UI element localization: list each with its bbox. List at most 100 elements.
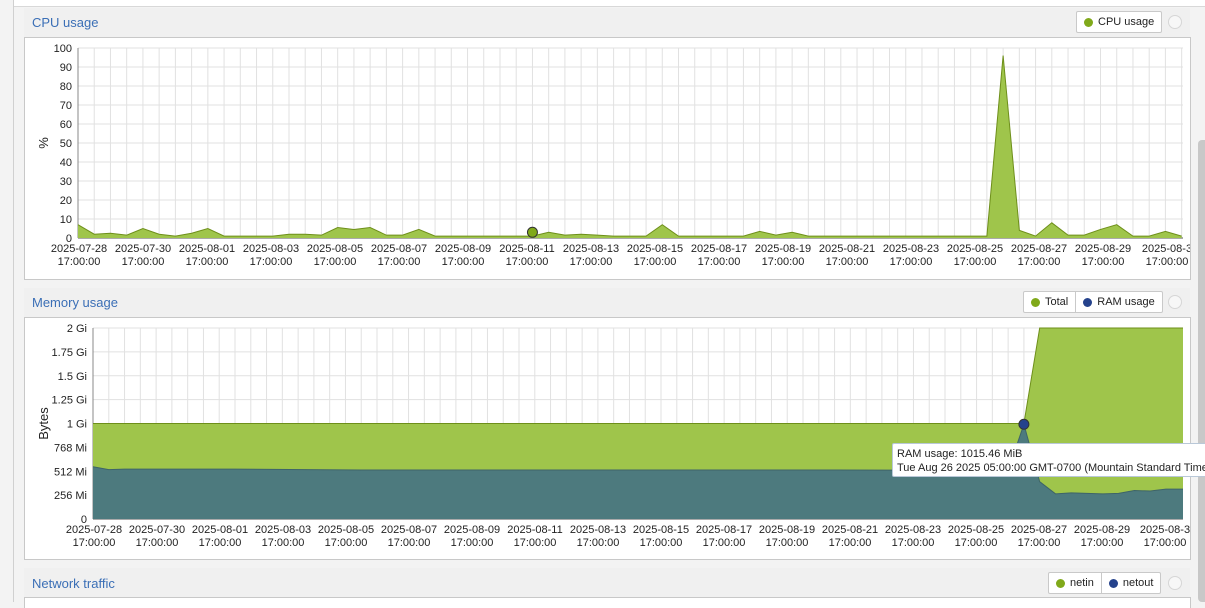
x-tick-label-date: 2025-08-19 [759, 524, 815, 536]
memory-legend: Total RAM usage [1023, 291, 1163, 313]
x-tick-label-time: 17:00:00 [577, 537, 620, 549]
x-tick-label-time: 17:00:00 [314, 256, 357, 268]
x-tick-label-time: 17:00:00 [451, 537, 494, 549]
x-tick-label-date: 2025-08-09 [444, 524, 500, 536]
x-tick-label-time: 17:00:00 [1082, 256, 1125, 268]
y-tick-label: 0 [66, 233, 72, 245]
chart-tooltip: RAM usage: 1015.46 MiB Tue Aug 26 2025 0… [892, 443, 1205, 477]
x-tick-label-time: 17:00:00 [954, 256, 997, 268]
x-tick-label-time: 17:00:00 [762, 256, 805, 268]
x-tick-label-date: 2025-08-11 [507, 524, 562, 536]
x-tick-label-date: 2025-08-05 [318, 524, 374, 536]
y-axis-label: % [36, 137, 51, 149]
x-tick-label-date: 2025-08-11 [499, 243, 554, 255]
x-tick-label-date: 2025-08-3 [1142, 243, 1190, 255]
x-tick-label-time: 17:00:00 [514, 537, 557, 549]
y-tick-label: 80 [60, 81, 72, 93]
x-tick-label-date: 2025-08-03 [243, 243, 299, 255]
x-tick-label-time: 17:00:00 [506, 256, 549, 268]
cpu-chart: 01020304050607080901002025-07-2817:00:00… [36, 43, 1190, 268]
x-tick-label-time: 17:00:00 [829, 537, 872, 549]
network-legend: netin netout [1048, 572, 1162, 594]
legend-label: netin [1070, 577, 1094, 589]
x-tick-label-time: 17:00:00 [122, 256, 165, 268]
hover-marker-point [526, 226, 538, 238]
x-tick-label-date: 2025-08-25 [948, 524, 1004, 536]
y-tick-label: 60 [60, 119, 72, 131]
x-tick-label-date: 2025-08-17 [696, 524, 752, 536]
x-tick-label-date: 2025-08-27 [1011, 524, 1067, 536]
x-tick-label-date: 2025-08-27 [1011, 243, 1067, 255]
x-tick-label-time: 17:00:00 [73, 537, 116, 549]
x-tick-label-time: 17:00:00 [1018, 256, 1061, 268]
vertical-scrollbar[interactable] [1198, 140, 1205, 602]
cpu-panel-toggle-icon[interactable] [1168, 15, 1182, 29]
legend-item-netin[interactable]: netin [1049, 573, 1101, 593]
x-tick-label-time: 17:00:00 [955, 537, 998, 549]
x-tick-label-time: 17:00:00 [378, 256, 421, 268]
legend-item-cpu-usage[interactable]: CPU usage [1077, 12, 1161, 32]
x-tick-label-time: 17:00:00 [570, 256, 613, 268]
legend-item-ram-usage[interactable]: RAM usage [1075, 292, 1161, 312]
y-tick-label: 1.25 Gi [52, 395, 87, 407]
cpu-chart-area: 0 10 20 30 40 50 60 70 80 90 100 2025-07-28 17:00:00… [24, 37, 1191, 280]
x-tick-label-date: 2025-08-19 [755, 243, 811, 255]
legend-item-total[interactable]: Total [1024, 292, 1075, 312]
memory-chart-area: 0 256 Mi 512 Mi 768 Mi 1 Gi 1.25 Gi 1.5 Gi 1.75… [24, 317, 1191, 560]
network-panel-toggle-icon[interactable] [1168, 576, 1182, 590]
y-tick-label: 20 [60, 195, 72, 207]
legend-item-netout[interactable]: netout [1100, 573, 1161, 593]
x-tick-label-date: 2025-08-23 [885, 524, 941, 536]
y-tick-label: 256 Mi [54, 490, 87, 502]
tooltip-date: Tue Aug 26 2025 05:00:00 GMT-0700 (Mount… [897, 462, 1205, 474]
x-tick-label-date: 2025-07-30 [115, 243, 171, 255]
x-tick-label-time: 17:00:00 [325, 537, 368, 549]
series-area-ram-usage [93, 424, 1183, 519]
memory-panel-title: Memory usage [32, 295, 118, 310]
x-tick-label-time: 17:00:00 [1144, 537, 1187, 549]
y-tick-label: 10 [60, 214, 72, 226]
x-tick-label-date: 2025-08-17 [691, 243, 747, 255]
x-tick-label-time: 17:00:00 [703, 537, 746, 549]
x-tick-label-date: 2025-08-23 [883, 243, 939, 255]
x-tick-label-date: 2025-08-01 [192, 524, 248, 536]
memory-panel-toggle-icon[interactable] [1168, 295, 1182, 309]
legend-label: CPU usage [1098, 16, 1155, 28]
x-tick-label-time: 17:00:00 [186, 256, 229, 268]
x-tick-label-date: 2025-08-15 [627, 243, 683, 255]
x-tick-label-time: 17:00:00 [766, 537, 809, 549]
x-tick-label-date: 2025-08-07 [381, 524, 437, 536]
y-tick-label: 40 [60, 157, 72, 169]
hover-marker-point [1018, 418, 1030, 430]
memory-chart: 0 256 Mi 512 Mi 768 Mi 1 Gi 1.25 Gi 1.5 Gi 1.75… [36, 323, 1190, 549]
total-dot-icon [1031, 297, 1040, 307]
cpu-usage-dot-icon [1084, 17, 1093, 27]
x-tick-label-date: 2025-08-07 [371, 243, 427, 255]
legend-label: netout [1122, 577, 1154, 589]
netin-dot-icon [1056, 578, 1065, 588]
tooltip-value: RAM usage: 1015.46 MiB [897, 448, 1023, 460]
x-tick-label-time: 17:00:00 [199, 537, 242, 549]
x-tick-label-time: 17:00:00 [698, 256, 741, 268]
netout-dot-icon [1108, 578, 1118, 588]
x-tick-label-time: 17:00:00 [892, 537, 935, 549]
y-tick-label: 90 [60, 62, 72, 74]
x-tick-label-time: 17:00:00 [634, 256, 677, 268]
y-tick-label: 2 Gi [67, 323, 87, 335]
x-tick-label-time: 17:00:00 [58, 256, 101, 268]
network-panel-title: Network traffic [32, 576, 115, 591]
x-tick-label-date: 2025-08-21 [822, 524, 878, 536]
y-tick-label: 1 Gi [67, 419, 87, 431]
network-chart-area [24, 597, 1191, 608]
legend-label: Total [1045, 296, 1069, 308]
y-tick-label: 0 [81, 514, 87, 526]
x-tick-label-date: 2025-08-01 [179, 243, 235, 255]
series-line-cpu-usage [77, 55, 1182, 237]
x-tick-label-date: 2025-08-25 [947, 243, 1003, 255]
x-tick-label-time: 17:00:00 [1081, 537, 1124, 549]
x-tick-label-time: 17:00:00 [250, 256, 293, 268]
y-tick-label: 70 [60, 100, 72, 112]
y-axis-label: Bytes [36, 407, 51, 440]
x-tick-label-date: 2025-08-03 [255, 524, 311, 536]
y-tick-label: 1.5 Gi [58, 371, 87, 383]
